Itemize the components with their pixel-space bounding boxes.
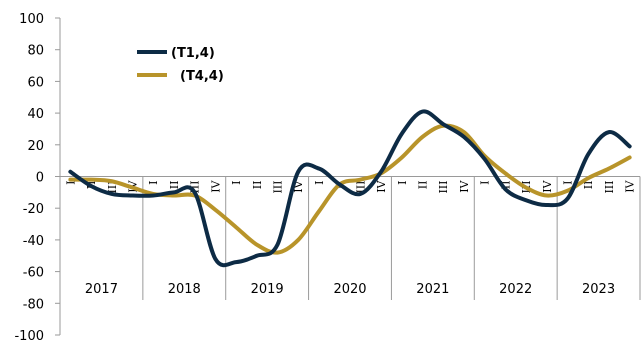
x-quarter-label: II — [582, 181, 595, 190]
x-quarter-label: IV — [541, 179, 554, 192]
x-quarter-label: I — [396, 181, 409, 185]
y-tick-label: 100 — [19, 12, 44, 27]
y-tick-label: -20 — [23, 202, 44, 217]
y-tick-label: -80 — [23, 297, 44, 312]
x-quarter-label: II — [168, 181, 181, 190]
x-year-label: 2018 — [168, 282, 201, 297]
series-line-t1-4 — [68, 109, 632, 268]
x-quarter-label: I — [230, 181, 243, 185]
x-quarter-label: I — [313, 181, 326, 185]
x-quarter-label: II — [251, 181, 264, 190]
x-quarter-label: I — [562, 181, 575, 185]
y-tick-label: 0 — [36, 171, 44, 186]
y-tick-label: 60 — [27, 75, 44, 90]
series-layer — [68, 109, 632, 268]
x-quarter-label: II — [417, 181, 430, 190]
x-year-label: 2021 — [416, 282, 449, 297]
x-quarter-label: II — [499, 181, 512, 190]
x-quarter-label: I — [147, 181, 160, 185]
legend-label-t1-4: (T1,4) — [171, 46, 215, 61]
x-quarter-label: III — [272, 181, 285, 194]
y-tick-label: -100 — [14, 329, 44, 343]
x-year-label: 2019 — [251, 282, 284, 297]
x-quarter-label: III — [437, 181, 450, 194]
y-tick-label: 80 — [27, 44, 44, 59]
x-axis: I II III IV I II III IV I II III IV I II III IV I II III IV… — [59, 176, 641, 300]
y-tick-label: -40 — [23, 234, 44, 249]
x-quarter-label: I — [479, 181, 492, 185]
x-quarter-label: I — [64, 181, 77, 185]
y-tick-label: 20 — [27, 139, 44, 154]
x-quarter-label: IV — [458, 179, 471, 192]
legend: (T1,4) (T4,4) — [137, 46, 224, 84]
x-quarter-label: IV — [375, 179, 388, 192]
x-quarter-label: III — [603, 181, 616, 194]
x-quarter-label: IV — [624, 179, 637, 192]
x-year-label: 2017 — [85, 282, 118, 297]
y-tick-label: 40 — [27, 107, 44, 122]
legend-label-t4-4: (T4,4) — [180, 69, 224, 84]
x-year-label: 2020 — [333, 282, 366, 297]
y-tick-label: -60 — [23, 266, 44, 281]
x-year-label: 2023 — [582, 282, 615, 297]
y-axis: 100 80 60 40 20 0 -20 -40 -60 -80 -100 — [14, 12, 61, 343]
x-quarter-label: IV — [209, 179, 222, 192]
x-year-label: 2022 — [499, 282, 532, 297]
